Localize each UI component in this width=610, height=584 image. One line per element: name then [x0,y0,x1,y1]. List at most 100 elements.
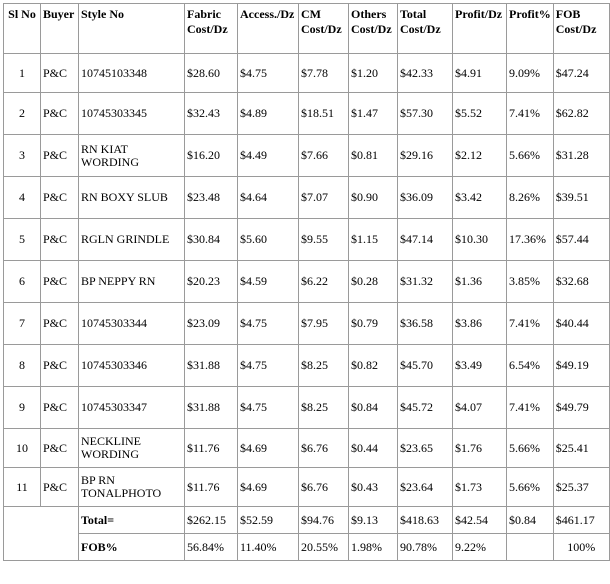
cell-total: $31.32 [397,260,453,303]
cell-others: $0.81 [348,134,398,177]
cell-buyer: P&C [40,260,79,303]
cell-profit: $3.42 [452,176,507,219]
style-line: RGLN GRINDLE [81,232,170,246]
cell-fabric: $23.48 [184,176,238,219]
cell-total: $42.33 [397,53,453,93]
header-fabric-line: Cost/Dz [187,22,228,36]
header-others-line: Cost/Dz [351,22,392,36]
table-row: 7 P&C 10745303344 $23.09 $4.75 $7.95 $0.79 $36.… [3,302,610,345]
cell-fabric: $16.20 [184,134,238,177]
cell-fabric: $32.43 [184,92,238,135]
cell-profit-pct: 7.41% [506,92,554,135]
table-row: 2 P&C 10745303345 $32.43 $4.89 $18.51 $1.47 $57… [3,92,610,135]
cell-profit-pct: 7.41% [506,302,554,345]
cell-profit-pct: 5.66% [506,428,554,468]
cell-total: $45.70 [397,344,453,387]
style-line: RN BOXY SLUB [81,190,168,204]
cell-profit: $3.86 [452,302,507,345]
style-line: WORDING [81,154,139,169]
header-fob-line: Cost/Dz [555,22,597,36]
cell-profit-pct: 6.54% [506,344,554,387]
cell-cm: $6.76 [298,428,349,468]
header-fabric-line: Fabric [187,7,221,21]
cell-profit-pct: 17.36% [506,218,554,261]
fob-pct-row: FOB% 56.84% 11.40% 20.55% 1.98% 90.78% 9… [4,533,610,561]
cell-cm: $6.76 [298,467,349,507]
table-row: 11 P&C BP RN TONALPHOTO $11.76 $4.69 $6.76 $0.4… [3,467,610,507]
cell-style: BP RN TONALPHOTO [78,467,185,507]
cell-fob: $31.28 [552,134,610,177]
header-profit_pct-line: Profit% [509,7,551,21]
cell-buyer: P&C [40,92,79,135]
table-row: 8 P&C 10745303346 $31.88 $4.75 $8.25 $0.82 $45.… [3,344,610,387]
cell-buyer: P&C [40,386,79,429]
fob-pct-profit: 9.22% [452,533,507,561]
totals-others: $9.13 [348,506,398,534]
cell-style: RN KIAT WORDING [78,134,185,177]
cell-access: $4.69 [237,428,299,468]
cell-total: $45.72 [397,386,453,429]
cell-sl: 7 [3,302,41,345]
cell-sl: 9 [3,386,41,429]
cell-fabric: $30.84 [184,218,238,261]
header-cm: CM Cost/Dz [298,3,349,54]
header-profit-line: Profit/Dz [455,7,503,21]
cell-access: $4.75 [237,53,299,93]
cell-style: BP NEPPY RN [78,260,185,303]
cell-profit-pct: 3.85% [506,260,554,303]
totals-profit: $42.54 [452,506,507,534]
cell-sl: 5 [3,218,41,261]
cell-cm: $8.25 [298,386,349,429]
cell-total: $47.14 [397,218,453,261]
cell-cm: $6.22 [298,260,349,303]
cell-sl: 3 [3,134,41,177]
header-sl: Sl No [3,3,41,54]
cell-fob: $62.82 [552,92,610,135]
style-line: 10745303347 [81,400,147,414]
cell-fabric: $11.76 [184,467,238,507]
header-fob: FOB Cost/Dz [552,3,610,54]
style-line: 10745303345 [81,106,147,120]
cell-fob: $49.79 [552,386,610,429]
style-line: NECKLINE [81,434,141,448]
cell-total: $23.65 [397,428,453,468]
cell-fob: $25.41 [552,428,610,468]
fob-pct-fabric: 56.84% [184,533,238,561]
cell-others: $1.15 [348,218,398,261]
cost-sheet-table: Sl No Buyer Style No Fabric Cost/Dz Access./D… [3,3,610,561]
style-line: BP RN [81,473,115,487]
cell-buyer: P&C [40,344,79,387]
cell-fob: $25.37 [552,467,610,507]
cell-profit-pct: 8.26% [506,176,554,219]
header-profit: Profit/Dz [452,3,507,54]
totals-fob: $461.17 [552,506,610,534]
cell-fabric: $31.88 [184,344,238,387]
fob-pct-others: 1.98% [348,533,398,561]
cell-buyer: P&C [40,302,79,345]
header-others: Others Cost/Dz [348,3,398,54]
style-line: TONALPHOTO [81,486,162,500]
style-line: 10745303344 [81,316,147,330]
cell-others: $1.20 [348,53,398,93]
cell-buyer: P&C [40,467,79,507]
fob-pct-total: 90.78% [397,533,453,561]
cell-fabric: $20.23 [184,260,238,303]
cell-style: RGLN GRINDLE [78,218,185,261]
cell-sl: 4 [3,176,41,219]
cell-others: $0.79 [348,302,398,345]
cell-total: $23.64 [397,467,453,507]
header-fob-line: FOB [555,7,581,21]
style-line: RN KIAT [81,141,128,156]
header-fabric: Fabric Cost/Dz [184,3,238,54]
header-buyer-line: Buyer [43,7,75,21]
cell-style: 10745303346 [78,344,185,387]
header-access-line: Access./Dz [240,7,295,21]
cell-others: $0.44 [348,428,398,468]
cell-profit-pct: 5.66% [506,467,554,507]
cell-sl: 6 [3,260,41,303]
style-line: 10745103348 [81,65,147,80]
header-row: Sl No Buyer Style No Fabric Cost/Dz Access./D… [3,3,610,54]
cell-profit: $3.49 [452,344,507,387]
cell-others: $0.82 [348,344,398,387]
table-row: 6 P&C BP NEPPY RN $20.23 $4.59 $6.22 $0.28 $31.… [3,260,610,303]
